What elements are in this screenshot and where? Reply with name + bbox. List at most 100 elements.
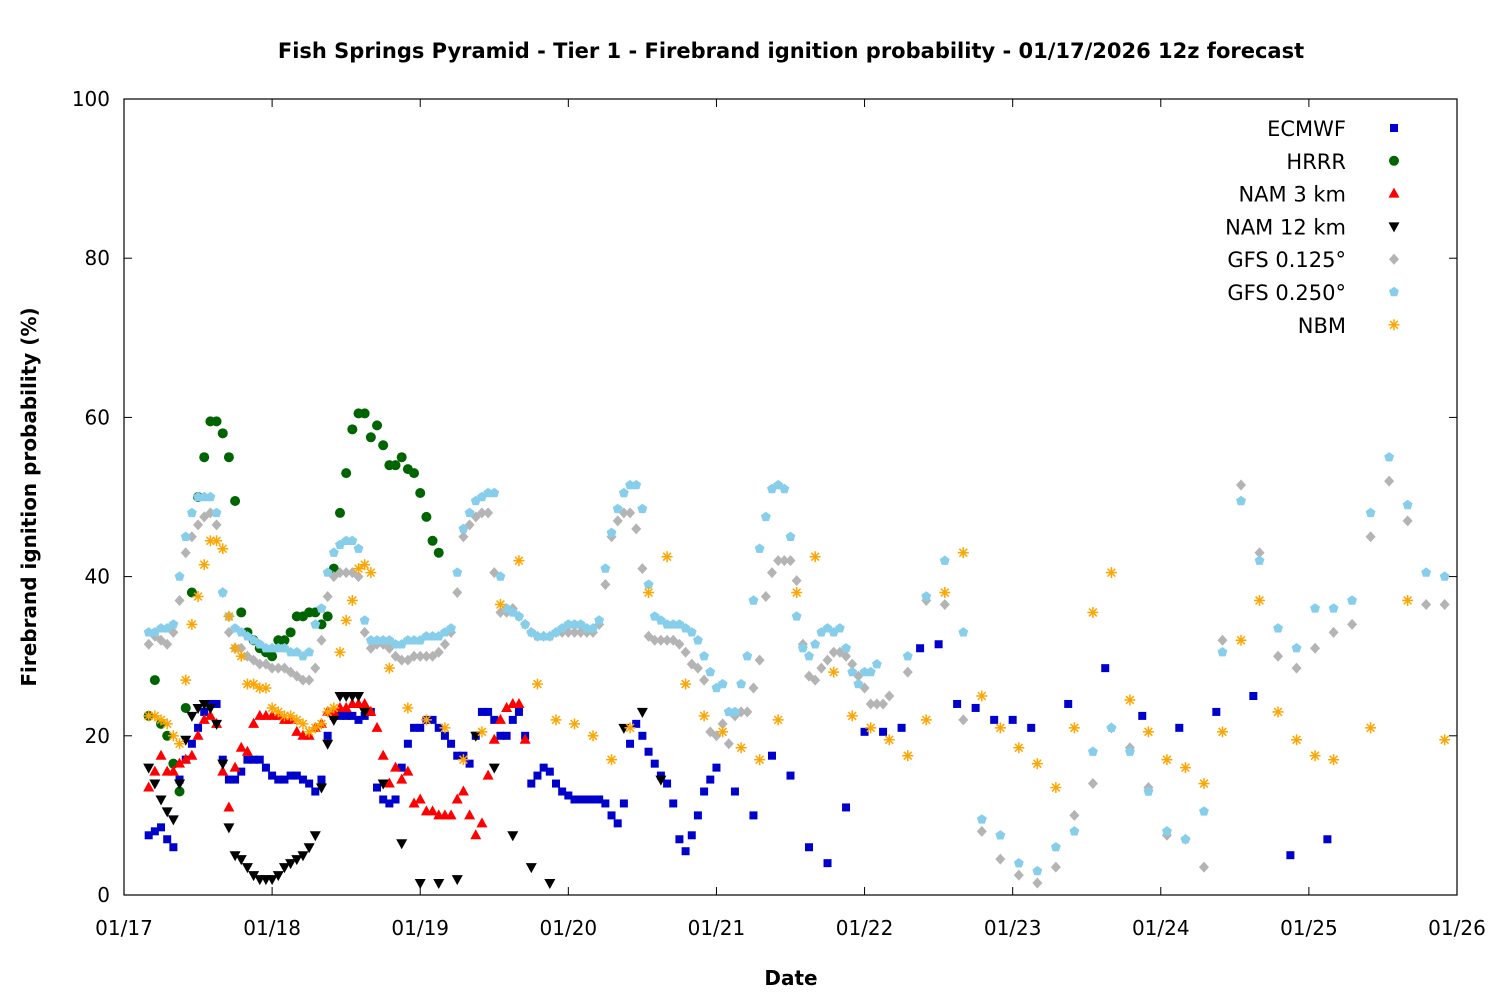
data-point — [200, 707, 209, 716]
data-point — [976, 814, 987, 824]
data-point — [754, 543, 765, 553]
data-point — [902, 651, 913, 661]
data-point — [1291, 662, 1302, 674]
data-point — [513, 697, 525, 708]
data-point — [476, 726, 488, 738]
legend-label: ECMWF — [1267, 117, 1346, 141]
data-point — [1421, 598, 1432, 610]
data-point — [1087, 778, 1098, 790]
data-point — [267, 651, 278, 662]
data-point — [223, 452, 234, 463]
legend-label: GFS 0.250° — [1227, 281, 1346, 305]
data-point — [902, 750, 914, 762]
data-point — [372, 420, 383, 431]
data-point — [507, 831, 519, 842]
data-point — [149, 765, 161, 776]
data-point — [496, 731, 505, 740]
data-point — [1068, 722, 1080, 734]
data-point — [669, 799, 678, 808]
data-point — [1286, 851, 1295, 860]
data-point — [223, 801, 235, 812]
data-point — [335, 711, 344, 720]
data-point — [545, 767, 554, 776]
data-point — [655, 634, 666, 646]
data-point — [1087, 746, 1098, 756]
data-point — [194, 723, 203, 732]
data-point — [618, 723, 630, 734]
series-nbm — [143, 535, 1451, 794]
data-point — [1216, 726, 1228, 738]
data-point — [149, 675, 160, 686]
data-point — [1212, 707, 1221, 716]
data-point — [235, 855, 247, 866]
legend-label: HRRR — [1286, 150, 1346, 174]
data-point — [865, 722, 877, 734]
data-point — [410, 723, 419, 732]
data-point — [1384, 452, 1395, 462]
data-point — [359, 408, 370, 419]
data-point — [291, 725, 303, 736]
data-point — [638, 731, 647, 740]
data-point — [1101, 664, 1110, 673]
data-point — [600, 579, 611, 591]
data-point — [373, 783, 382, 792]
data-point — [785, 531, 796, 541]
data-point — [383, 662, 395, 674]
data-point — [310, 619, 321, 629]
data-point — [217, 543, 229, 555]
data-point — [1143, 786, 1154, 796]
x-axis-label: Date — [764, 966, 817, 990]
data-point — [513, 555, 525, 567]
data-point — [143, 763, 155, 774]
data-point — [1328, 754, 1340, 766]
data-point — [186, 749, 198, 760]
x-tick-label: 01/23 — [984, 916, 1042, 940]
data-point — [328, 547, 339, 557]
data-point — [494, 713, 506, 724]
legend-label: NAM 3 km — [1238, 183, 1346, 207]
data-point — [1013, 858, 1024, 868]
data-point — [772, 714, 784, 726]
data-point — [396, 839, 408, 850]
data-point — [1008, 715, 1017, 724]
data-point — [637, 563, 648, 575]
data-point — [1291, 643, 1302, 653]
data-point — [594, 615, 605, 625]
data-point — [613, 819, 622, 828]
data-point — [749, 811, 758, 820]
data-point — [484, 707, 493, 716]
data-point — [174, 786, 185, 797]
data-point — [143, 638, 154, 650]
data-point — [476, 507, 487, 519]
data-point — [359, 626, 370, 638]
data-point — [699, 651, 709, 661]
data-point — [268, 771, 277, 780]
y-tick-label: 80 — [85, 246, 110, 270]
legend-marker — [1388, 222, 1400, 233]
data-point — [1162, 826, 1172, 836]
data-point — [192, 729, 204, 740]
data-point — [760, 591, 771, 602]
data-point — [482, 769, 494, 780]
x-tick-label: 01/18 — [243, 916, 301, 940]
data-point — [241, 745, 253, 756]
data-point — [204, 709, 216, 720]
data-point — [1254, 594, 1266, 606]
data-point — [186, 587, 197, 598]
x-tick-label: 01/26 — [1428, 916, 1486, 940]
data-point — [551, 779, 560, 788]
data-point — [470, 829, 482, 840]
data-point — [428, 715, 437, 724]
data-point — [155, 714, 167, 726]
data-point — [921, 591, 932, 601]
data-point — [582, 795, 591, 804]
data-point — [334, 567, 345, 579]
data-point — [453, 751, 462, 760]
data-point — [760, 511, 771, 522]
data-point — [588, 623, 598, 633]
data-point — [192, 703, 204, 714]
data-point — [297, 851, 309, 862]
data-point — [347, 424, 358, 435]
plot-frame — [123, 98, 1458, 896]
